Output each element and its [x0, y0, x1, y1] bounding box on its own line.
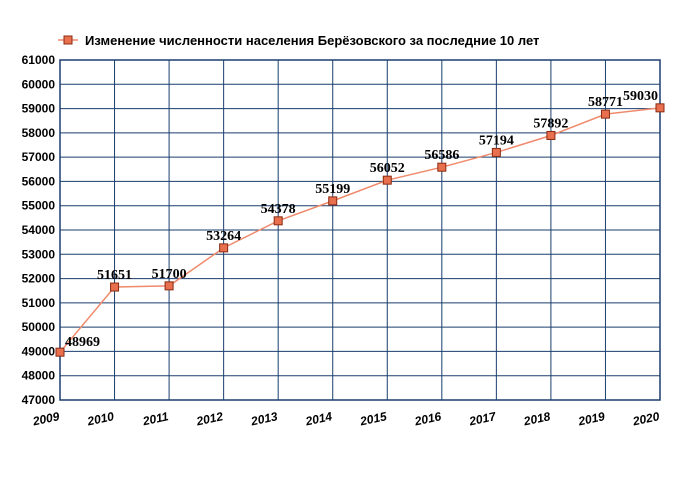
chart-grid	[59, 59, 661, 401]
chart-legend: Изменение численности населения Берёзовс…	[58, 33, 539, 48]
y-tick-label: 61000	[22, 53, 56, 67]
data-point	[273, 216, 283, 226]
data-point	[546, 130, 556, 140]
y-tick-label: 52000	[22, 272, 56, 286]
plot-frame	[59, 59, 661, 401]
x-tick-label: 2020	[631, 409, 661, 429]
legend-marker	[63, 35, 73, 45]
y-tick-label: 53000	[22, 247, 56, 261]
data-point	[491, 147, 501, 157]
data-label: 54378	[261, 202, 296, 217]
x-tick-label: 2010	[85, 409, 115, 429]
x-axis-ticks: 2009 2010 2011 2012 2013 2014 2015 2016 2017 2018…	[31, 409, 661, 429]
y-tick-label: 58000	[22, 126, 56, 140]
data-label: 51651	[97, 268, 132, 283]
y-tick-label: 47000	[22, 393, 56, 407]
y-tick-label: 49000	[22, 344, 56, 358]
data-label: 48969	[65, 335, 100, 350]
series-line	[59, 107, 661, 353]
data-label: 51700	[152, 267, 187, 282]
series-line-group	[55, 103, 665, 357]
data-label: 59030	[623, 89, 658, 104]
data-point	[328, 196, 338, 206]
data-label: 56052	[370, 161, 405, 176]
x-tick-label: 2016	[412, 409, 442, 429]
y-tick-label: 50000	[22, 320, 56, 334]
data-point	[382, 175, 392, 185]
x-tick-label: 2017	[467, 409, 498, 429]
y-tick-label: 56000	[22, 174, 56, 188]
y-tick-label: 60000	[22, 77, 56, 91]
x-tick-label: 2015	[358, 409, 388, 429]
y-tick-label: 54000	[22, 223, 56, 237]
data-point	[110, 282, 120, 292]
y-tick-label: 55000	[22, 199, 56, 213]
data-point	[437, 162, 447, 172]
y-tick-label: 51000	[22, 296, 56, 310]
x-tick-label: 2019	[576, 409, 606, 429]
x-tick-label: 2012	[194, 409, 224, 429]
x-tick-label: 2013	[249, 409, 279, 429]
x-tick-label: 2011	[141, 409, 170, 428]
data-point	[655, 103, 665, 113]
y-axis-ticks: 47000 48000 49000 50000 51000 52000 53000 54000…	[22, 53, 56, 407]
data-label: 57892	[533, 116, 568, 131]
x-tick-label: 2009	[31, 409, 61, 429]
y-tick-label: 57000	[22, 150, 56, 164]
data-label: 58771	[588, 95, 623, 110]
x-tick-label: 2014	[303, 409, 333, 429]
data-labels: 48969 51651 51700 53264 54378 55199 56052 56586…	[65, 89, 658, 350]
data-label: 55199	[315, 182, 350, 197]
data-point	[600, 109, 610, 119]
x-tick-label: 2018	[522, 409, 552, 429]
data-point	[219, 243, 229, 253]
data-point	[55, 347, 65, 357]
data-label: 53264	[206, 229, 241, 244]
data-point	[164, 281, 174, 291]
data-label: 57194	[479, 133, 514, 148]
y-tick-label: 48000	[22, 369, 56, 383]
legend-label: Изменение численности населения Берёзовс…	[85, 33, 539, 48]
data-label: 56586	[424, 148, 459, 163]
y-tick-label: 59000	[22, 102, 56, 116]
